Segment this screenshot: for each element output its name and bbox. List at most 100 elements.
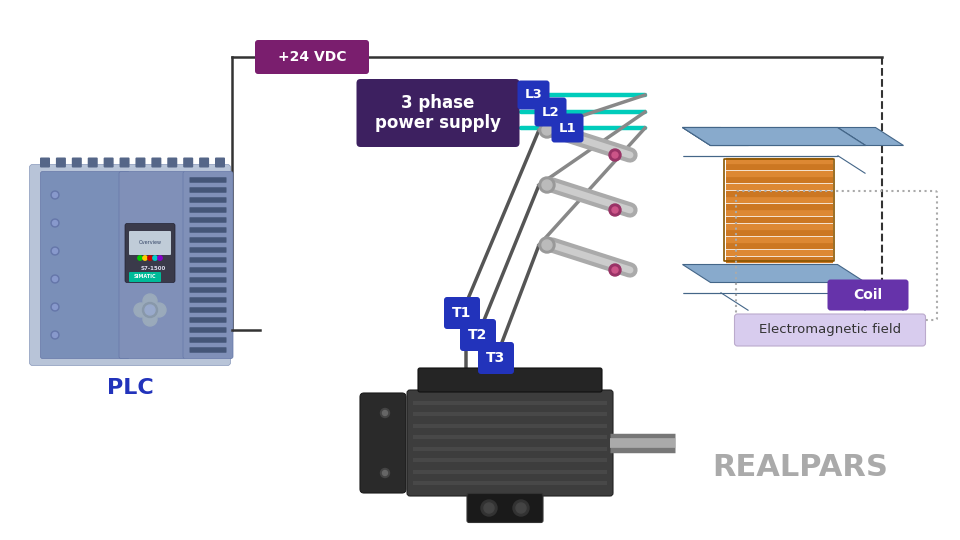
Text: L1: L1	[559, 122, 576, 134]
Circle shape	[53, 276, 58, 281]
FancyBboxPatch shape	[255, 40, 369, 74]
Circle shape	[153, 256, 157, 260]
Circle shape	[51, 219, 59, 227]
FancyBboxPatch shape	[189, 307, 227, 313]
Text: Coil: Coil	[853, 288, 882, 302]
Circle shape	[53, 192, 58, 198]
FancyBboxPatch shape	[189, 247, 227, 253]
Circle shape	[612, 152, 618, 158]
Polygon shape	[721, 293, 749, 310]
FancyBboxPatch shape	[129, 272, 161, 282]
Circle shape	[612, 267, 618, 273]
FancyBboxPatch shape	[183, 158, 193, 167]
Circle shape	[542, 240, 552, 250]
FancyBboxPatch shape	[129, 231, 171, 255]
Circle shape	[53, 333, 58, 338]
Text: Overview: Overview	[138, 240, 161, 246]
Text: PLC: PLC	[107, 377, 154, 397]
FancyBboxPatch shape	[189, 227, 227, 233]
Polygon shape	[683, 127, 866, 145]
Circle shape	[612, 207, 618, 213]
FancyBboxPatch shape	[460, 319, 496, 351]
FancyBboxPatch shape	[167, 158, 178, 167]
FancyBboxPatch shape	[189, 277, 227, 283]
FancyBboxPatch shape	[551, 113, 584, 143]
Circle shape	[380, 469, 390, 477]
FancyBboxPatch shape	[189, 317, 227, 323]
FancyBboxPatch shape	[56, 158, 66, 167]
FancyBboxPatch shape	[189, 217, 227, 222]
FancyBboxPatch shape	[125, 224, 175, 282]
Circle shape	[609, 149, 621, 161]
FancyBboxPatch shape	[407, 390, 613, 496]
Polygon shape	[837, 156, 866, 173]
FancyBboxPatch shape	[189, 187, 227, 193]
Circle shape	[539, 177, 555, 193]
FancyBboxPatch shape	[135, 158, 146, 167]
FancyBboxPatch shape	[189, 197, 227, 202]
FancyBboxPatch shape	[72, 158, 82, 167]
FancyBboxPatch shape	[120, 158, 130, 167]
FancyBboxPatch shape	[40, 172, 130, 359]
FancyBboxPatch shape	[360, 393, 406, 493]
FancyBboxPatch shape	[517, 80, 549, 110]
Text: 3 phase
power supply: 3 phase power supply	[375, 93, 501, 132]
FancyBboxPatch shape	[87, 158, 98, 167]
FancyBboxPatch shape	[467, 494, 543, 523]
Text: Electromagnetic field: Electromagnetic field	[759, 323, 901, 336]
FancyBboxPatch shape	[189, 297, 227, 303]
FancyBboxPatch shape	[189, 257, 227, 263]
FancyBboxPatch shape	[189, 338, 227, 343]
Text: T1: T1	[452, 306, 471, 320]
Circle shape	[513, 500, 529, 516]
Circle shape	[143, 294, 157, 308]
Circle shape	[51, 191, 59, 199]
Polygon shape	[837, 293, 866, 310]
FancyBboxPatch shape	[119, 172, 185, 359]
Circle shape	[53, 305, 58, 309]
FancyBboxPatch shape	[418, 368, 602, 392]
Circle shape	[542, 125, 552, 135]
FancyBboxPatch shape	[189, 287, 227, 293]
FancyBboxPatch shape	[189, 207, 227, 213]
FancyBboxPatch shape	[444, 297, 480, 329]
Circle shape	[609, 264, 621, 276]
FancyBboxPatch shape	[30, 165, 230, 366]
Circle shape	[542, 180, 552, 190]
Circle shape	[539, 237, 555, 253]
Circle shape	[516, 503, 526, 513]
Circle shape	[380, 408, 390, 417]
Circle shape	[53, 248, 58, 253]
Circle shape	[51, 331, 59, 339]
Polygon shape	[683, 265, 866, 282]
FancyBboxPatch shape	[535, 98, 566, 126]
Circle shape	[148, 256, 153, 260]
Circle shape	[142, 302, 157, 318]
Circle shape	[157, 256, 162, 260]
FancyBboxPatch shape	[189, 327, 227, 333]
Text: S7-1500: S7-1500	[140, 266, 166, 271]
Circle shape	[143, 256, 147, 260]
Text: L2: L2	[541, 105, 560, 118]
Circle shape	[382, 410, 388, 415]
Circle shape	[539, 122, 555, 138]
Text: +24 VDC: +24 VDC	[277, 50, 347, 64]
FancyBboxPatch shape	[478, 342, 514, 374]
Text: T3: T3	[487, 351, 506, 365]
Text: T2: T2	[468, 328, 488, 342]
FancyBboxPatch shape	[734, 314, 925, 346]
Polygon shape	[683, 127, 749, 145]
FancyBboxPatch shape	[199, 158, 209, 167]
Text: SIMATIC: SIMATIC	[133, 274, 156, 280]
Circle shape	[138, 256, 142, 260]
FancyBboxPatch shape	[104, 158, 113, 167]
Circle shape	[51, 275, 59, 283]
Circle shape	[53, 220, 58, 226]
Circle shape	[484, 503, 494, 513]
FancyBboxPatch shape	[189, 347, 227, 353]
FancyBboxPatch shape	[215, 158, 225, 167]
Text: REALPARS: REALPARS	[712, 454, 888, 483]
FancyBboxPatch shape	[356, 79, 519, 147]
Circle shape	[481, 500, 497, 516]
Circle shape	[51, 247, 59, 255]
